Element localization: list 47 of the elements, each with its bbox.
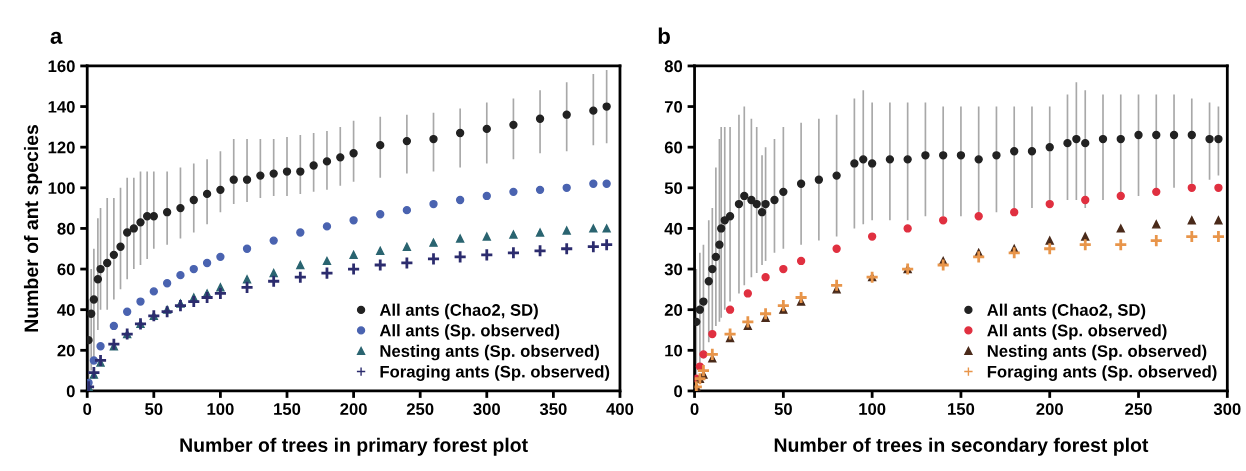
legend-label: All ants (Sp. observed) — [987, 324, 1167, 340]
y-tick-label: 10 — [665, 344, 683, 357]
y-tick-label: 80 — [664, 60, 683, 73]
x-tick-label: 100 — [859, 403, 886, 415]
y-tick-label: 40 — [57, 304, 75, 316]
y-tick-label: 30 — [664, 263, 683, 276]
x-tick-label: 250 — [1125, 403, 1152, 415]
x-tick-label: 250 — [406, 403, 434, 415]
y-tick-label: 140 — [48, 100, 75, 113]
x-tick-label: 300 — [473, 403, 501, 415]
y-tick-label: 100 — [48, 182, 75, 195]
y-tick-label: 60 — [664, 141, 683, 154]
x-tick-label: 400 — [606, 403, 634, 415]
y-tick-label: 40 — [664, 222, 683, 235]
legend-label: Foraging ants (Sp. observed) — [987, 365, 1217, 381]
y-tick-label: 20 — [664, 304, 683, 316]
x-tick-label: 200 — [340, 403, 367, 415]
legend-label: All ants (Chao2, SD) — [987, 303, 1146, 320]
x-tick-label: 200 — [1036, 403, 1063, 415]
x-tick-label: 350 — [539, 403, 567, 415]
x-tick-label: 150 — [274, 403, 301, 415]
y-tick-label: 50 — [664, 182, 683, 195]
x-tick-label: 150 — [948, 403, 975, 415]
y-tick-label: 0 — [674, 385, 683, 398]
y-tick-label: 160 — [48, 60, 75, 73]
legend-label: Nesting ants (Sp. observed) — [380, 344, 599, 361]
y-tick-label: 20 — [57, 344, 75, 357]
legend-label: All ants (Sp. observed) — [379, 324, 560, 340]
y-tick-label: 60 — [57, 263, 75, 276]
y-tick-label: 0 — [66, 385, 75, 398]
legend-label: Nesting ants (Sp. observed) — [987, 344, 1207, 361]
y-tick-label: 80 — [57, 222, 75, 235]
y-axis-title: Number of ant species — [23, 124, 43, 332]
x-tick-label: 0 — [83, 403, 92, 415]
legend-label: Foraging ants (Sp. observed) — [380, 365, 610, 381]
x-tick-label: 300 — [1213, 403, 1241, 415]
chart-title: a — [50, 31, 63, 44]
legend-label: All ants (Chao2, SD) — [379, 303, 538, 320]
x-axis-title: Number of trees in secondary forest plot — [774, 437, 1149, 456]
x-axis-title: Number of trees in primary forest plot — [180, 437, 528, 456]
x-tick-label: 0 — [690, 403, 699, 415]
x-tick-label: 50 — [774, 403, 792, 415]
x-tick-label: 100 — [207, 403, 234, 415]
x-tick-label: 50 — [145, 403, 163, 415]
y-tick-label: 70 — [664, 100, 683, 113]
chart-title: b — [658, 27, 670, 44]
y-tick-label: 120 — [48, 141, 75, 154]
